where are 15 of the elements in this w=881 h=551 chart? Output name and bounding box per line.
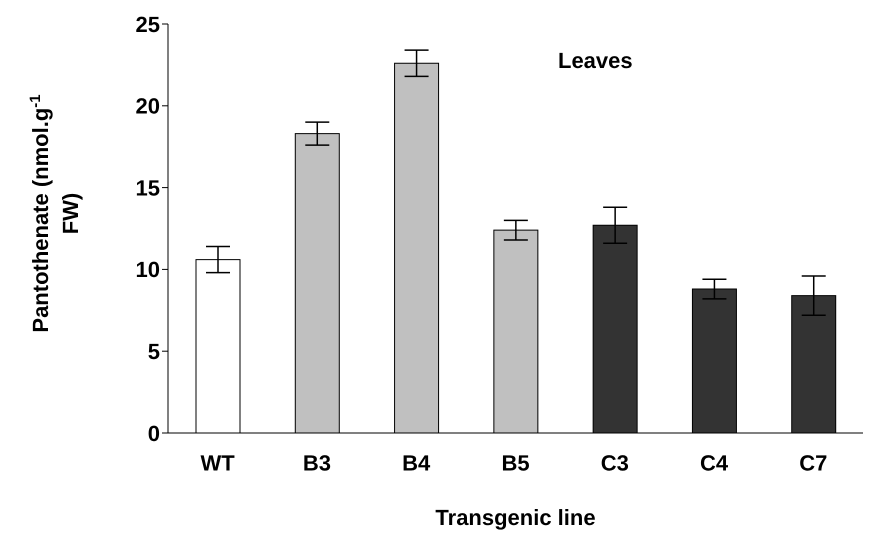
x-tick-label: C3 [600, 450, 629, 476]
y-tick-label: 10 [136, 257, 160, 282]
y-tick-label: 15 [136, 175, 160, 200]
x-tick-label: WT [200, 450, 236, 476]
x-tick-label: C7 [799, 450, 828, 476]
y-tick-label: 5 [148, 339, 160, 364]
x-axis-title: Transgenic line [435, 505, 596, 530]
y-tick-label: 20 [136, 94, 160, 119]
x-tick-label: B3 [302, 450, 331, 476]
x-tick-label: C4 [700, 450, 729, 476]
x-tick-label: B5 [501, 450, 530, 476]
annotation: Leaves [558, 48, 633, 74]
y-tick-label: 25 [136, 12, 160, 37]
y-tick-label: 0 [148, 420, 160, 446]
x-tick-label: B4 [402, 450, 432, 476]
